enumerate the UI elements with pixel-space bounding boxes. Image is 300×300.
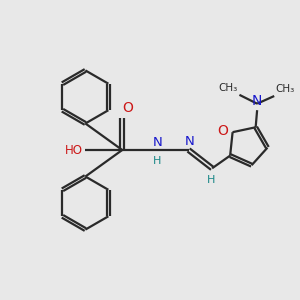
Text: N: N	[252, 94, 262, 108]
Text: N: N	[152, 136, 162, 148]
Text: CH₃: CH₃	[219, 83, 238, 93]
Text: HO: HO	[65, 143, 83, 157]
Text: H: H	[153, 157, 161, 166]
Text: CH₃: CH₃	[276, 84, 295, 94]
Text: O: O	[218, 124, 229, 138]
Text: N: N	[184, 135, 194, 148]
Text: H: H	[206, 175, 215, 185]
Text: O: O	[122, 101, 133, 115]
